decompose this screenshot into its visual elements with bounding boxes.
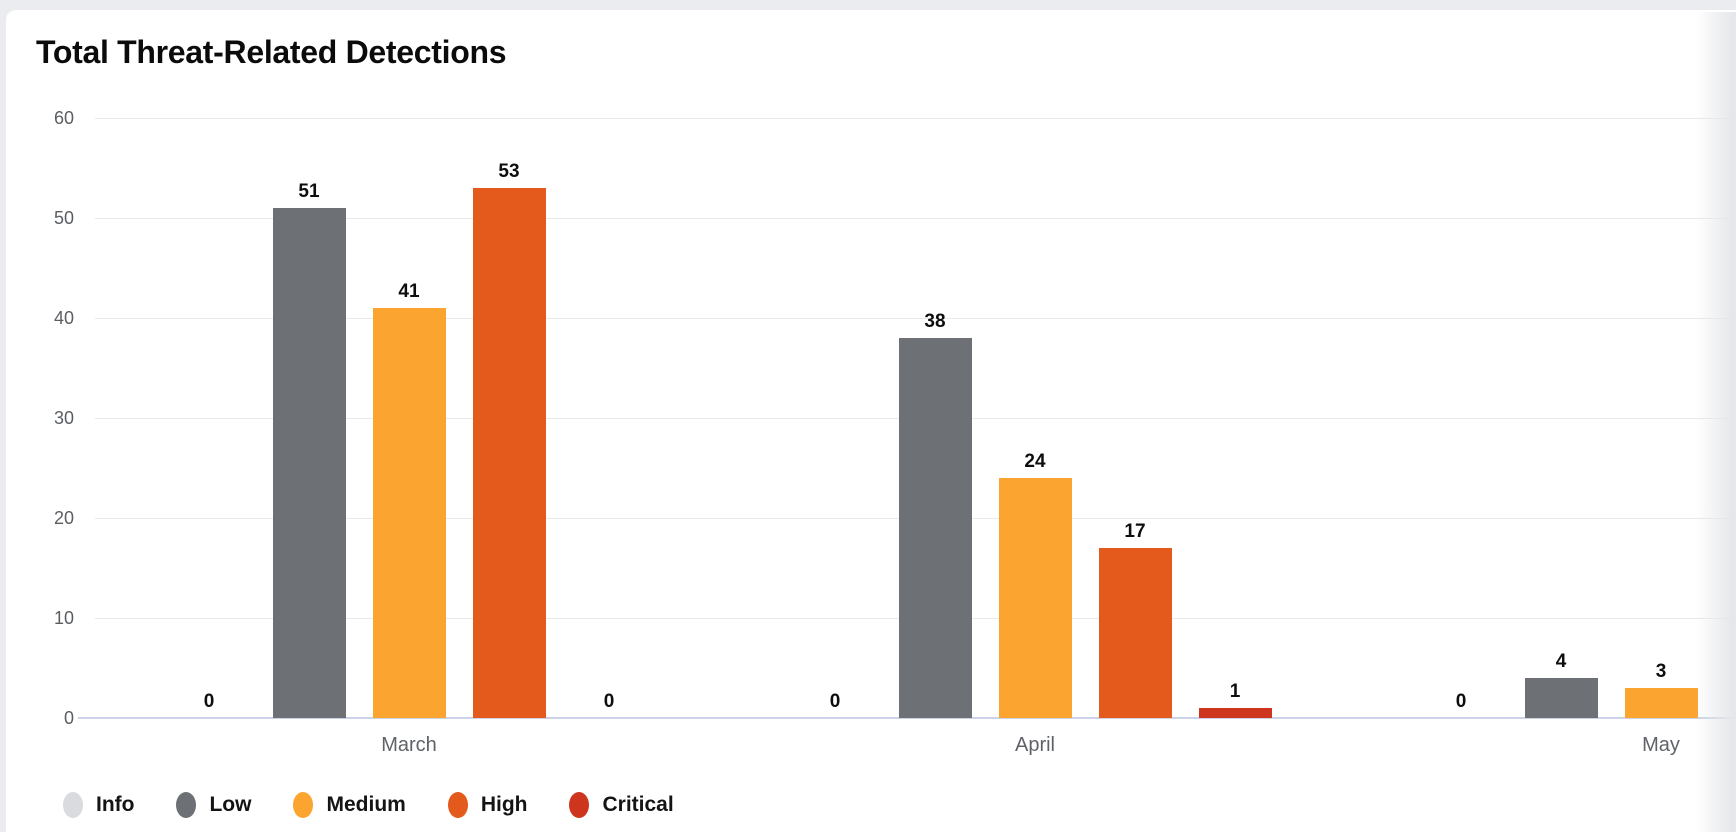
gridline-0 (78, 717, 1736, 719)
legend-marker-high-icon (447, 792, 468, 818)
legend-item-low[interactable]: Low (176, 792, 251, 818)
y-axis-tick-20: 20 (53, 508, 74, 528)
bar-april-high[interactable] (1098, 548, 1172, 718)
value-label-march-medium: 41 (398, 281, 420, 302)
legend-item-critical[interactable]: Critical (569, 792, 674, 818)
gridline-60 (95, 118, 1736, 119)
value-label-april-high: 17 (1124, 521, 1146, 542)
bar-march-medium[interactable] (372, 308, 446, 718)
bar-april-medium[interactable] (998, 478, 1072, 718)
bar-march-low[interactable] (272, 208, 346, 718)
y-axis-tick-60: 60 (53, 108, 74, 128)
value-label-may-medium: 3 (1655, 661, 1667, 682)
legend-item-high[interactable]: High (447, 792, 528, 818)
legend-marker-critical-icon (569, 792, 590, 818)
bar-march-high[interactable] (472, 188, 546, 718)
x-axis-label-may: May (1642, 734, 1680, 756)
value-label-may-info: 0 (1455, 691, 1467, 712)
chart-legend: Info Low Medium High Critical (63, 787, 674, 823)
legend-label-critical: Critical (602, 793, 674, 816)
value-label-may-low: 4 (1555, 651, 1567, 672)
chart-title: Total Threat-Related Detections (36, 34, 507, 70)
legend-marker-medium-icon (293, 792, 314, 818)
y-axis-tick-40: 40 (53, 308, 74, 328)
x-axis-label-march: March (381, 734, 437, 756)
value-label-march-info: 0 (203, 691, 215, 712)
legend-marker-info-icon (63, 792, 83, 818)
legend-item-info[interactable]: Info (63, 792, 134, 818)
legend-label-high: High (480, 793, 528, 816)
y-axis-tick-0: 0 (63, 708, 74, 728)
bar-may-low[interactable] (1524, 678, 1598, 718)
legend-label-info: Info (96, 793, 135, 816)
gridline-40 (95, 318, 1736, 319)
legend-label-medium: Medium (326, 793, 406, 816)
legend-label-low: Low (209, 793, 252, 816)
legend-marker-low-icon (176, 792, 197, 818)
value-label-april-low: 38 (924, 311, 946, 332)
y-axis-tick-10: 10 (53, 608, 74, 628)
bar-april-low[interactable] (898, 338, 972, 718)
y-axis-tick-50: 50 (53, 208, 74, 228)
value-label-april-info: 0 (829, 691, 841, 712)
legend-item-medium[interactable]: Medium (293, 792, 406, 818)
value-label-march-critical: 0 (603, 691, 615, 712)
value-label-march-high: 53 (498, 161, 520, 182)
value-label-april-critical: 1 (1229, 681, 1241, 702)
value-label-april-medium: 24 (1024, 451, 1046, 472)
plot-area: 0 10 20 30 40 50 60 0 51 41 53 0 March 0 38 24 17 1 April 0… (6, 10, 1736, 832)
bar-may-medium[interactable] (1624, 688, 1698, 718)
chart-card: Total Threat-Related Detections 0 10 20 30 4… (6, 10, 1736, 832)
x-axis-label-april: April (1014, 734, 1055, 756)
gridline-50 (95, 218, 1736, 219)
y-axis-tick-30: 30 (53, 408, 74, 428)
bar-april-critical[interactable] (1198, 708, 1272, 718)
value-label-march-low: 51 (298, 181, 320, 202)
